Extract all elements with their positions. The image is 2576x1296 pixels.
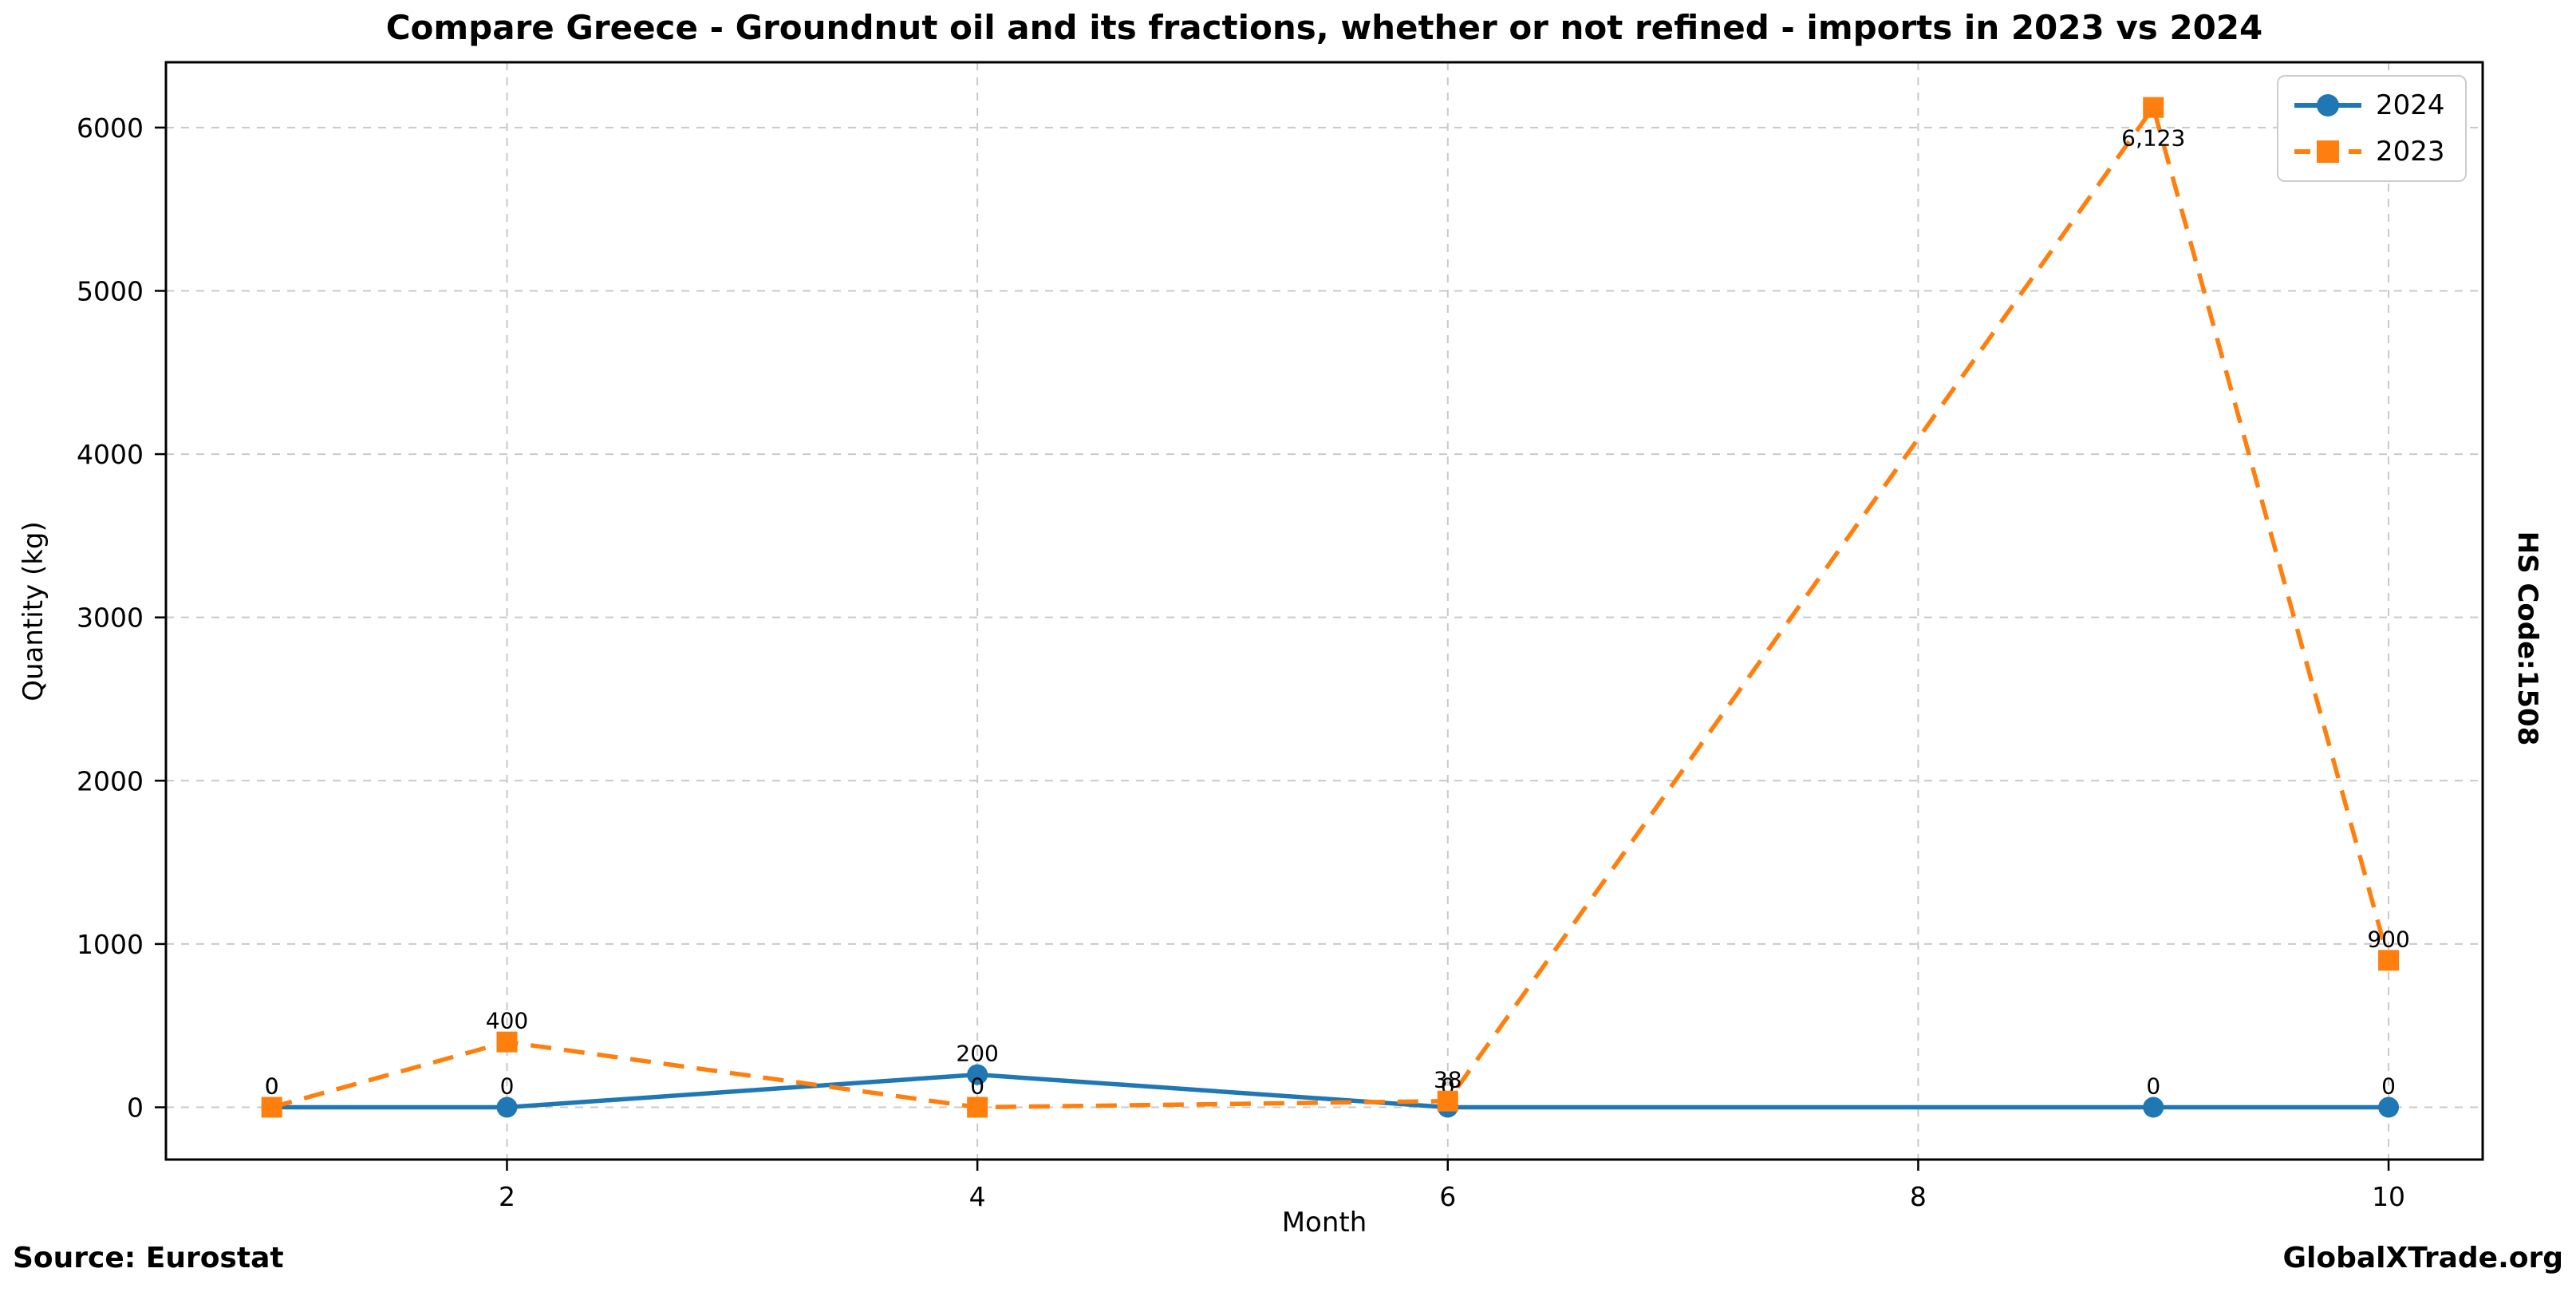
point-label-2024: 0 xyxy=(2381,1073,2396,1100)
point-label-2023: 0 xyxy=(265,1073,279,1100)
y-tick-label: 2000 xyxy=(77,765,144,796)
x-axis-label: Month xyxy=(1281,1207,1367,1239)
y-tick-label: 6000 xyxy=(77,113,144,144)
page-title: Compare Greece - Groundnut oil and its f… xyxy=(385,8,2263,47)
point-label-2024: 0 xyxy=(500,1073,515,1100)
y-tick-label: 0 xyxy=(127,1093,144,1124)
x-tick-label: 10 xyxy=(2372,1181,2405,1212)
legend-item-2023: 2023 xyxy=(2291,131,2452,172)
point-label-2024: 0 xyxy=(2146,1073,2160,1100)
legend-item-2024: 2024 xyxy=(2291,85,2452,126)
legend: 2024 2023 xyxy=(2277,75,2467,182)
marker-2023 xyxy=(2143,97,2164,118)
y-tick-label: 5000 xyxy=(77,275,144,306)
point-label-2023: 0 xyxy=(970,1073,984,1100)
x-tick-label: 4 xyxy=(969,1181,986,1212)
point-label-2023: 900 xyxy=(2367,926,2409,952)
source-label: Source: Eurostat xyxy=(13,1242,284,1274)
point-label-2023: 38 xyxy=(1434,1067,1462,1093)
x-tick-label: 8 xyxy=(1910,1181,1927,1212)
y-tick-label: 3000 xyxy=(77,603,144,634)
brand-label: GlobalXTrade.org xyxy=(2282,1242,2563,1274)
y-tick-label: 4000 xyxy=(77,439,144,470)
legend-sample-2024-line-icon xyxy=(2294,94,2361,117)
y-tick-label: 1000 xyxy=(77,929,144,960)
marker-2023 xyxy=(496,1031,518,1053)
marker-2023 xyxy=(261,1096,282,1118)
x-tick-label: 6 xyxy=(1439,1181,1456,1212)
hs-code-label: HS Code:1508 xyxy=(2511,531,2543,746)
series-line-2024 xyxy=(271,1072,2389,1110)
plot-border xyxy=(164,61,2484,1161)
legend-label-2023: 2023 xyxy=(2376,136,2445,168)
marker-2024 xyxy=(2378,1096,2400,1118)
marker-2023 xyxy=(2378,950,2400,971)
point-label-2023: 400 xyxy=(486,1008,528,1034)
marker-2023 xyxy=(967,1096,988,1118)
point-label-2024: 200 xyxy=(956,1041,998,1067)
x-tick-label: 2 xyxy=(499,1181,515,1212)
marker-2024 xyxy=(967,1064,988,1085)
point-label-2024: 0 xyxy=(265,1073,279,1100)
marker-2024 xyxy=(2143,1096,2164,1118)
y-axis-label: Quantity (kg) xyxy=(18,521,49,701)
marker-2024 xyxy=(496,1096,518,1118)
series-line-2023 xyxy=(270,105,2391,1110)
marker-2023 xyxy=(1437,1090,1458,1112)
point-label-2023: 6,123 xyxy=(2121,125,2185,152)
legend-label-2024: 2024 xyxy=(2376,89,2445,121)
legend-sample-2023-line-icon xyxy=(2294,140,2361,163)
